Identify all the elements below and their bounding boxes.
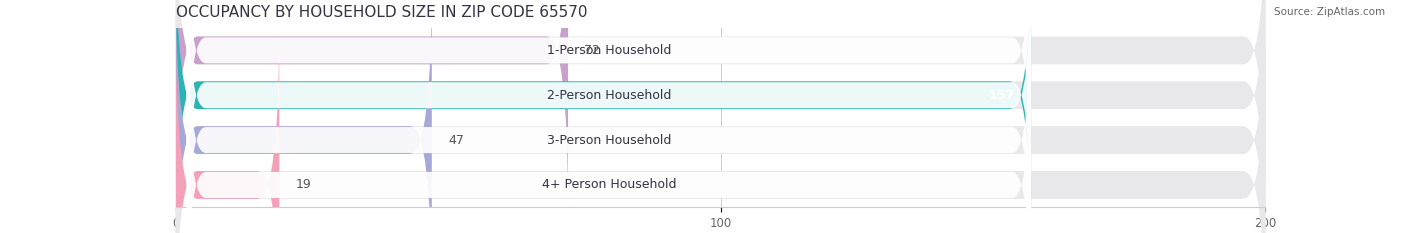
Text: OCCUPANCY BY HOUSEHOLD SIZE IN ZIP CODE 65570: OCCUPANCY BY HOUSEHOLD SIZE IN ZIP CODE … [176,5,588,20]
FancyBboxPatch shape [176,0,1031,233]
Text: 2-Person Household: 2-Person Household [547,89,671,102]
FancyBboxPatch shape [187,0,1031,233]
Text: 4+ Person Household: 4+ Person Household [541,178,676,192]
Text: 47: 47 [449,134,464,147]
Text: 72: 72 [585,44,600,57]
Text: 3-Person Household: 3-Person Household [547,134,671,147]
FancyBboxPatch shape [176,19,1265,233]
FancyBboxPatch shape [187,41,1031,233]
Text: 1-Person Household: 1-Person Household [547,44,671,57]
Text: Source: ZipAtlas.com: Source: ZipAtlas.com [1274,7,1385,17]
Text: 157: 157 [988,89,1015,102]
FancyBboxPatch shape [176,0,1265,233]
FancyBboxPatch shape [176,0,1265,216]
FancyBboxPatch shape [187,0,1031,233]
FancyBboxPatch shape [176,0,432,233]
FancyBboxPatch shape [176,0,568,216]
FancyBboxPatch shape [176,19,280,233]
Text: 19: 19 [295,178,311,192]
FancyBboxPatch shape [187,0,1031,194]
FancyBboxPatch shape [176,0,1265,233]
